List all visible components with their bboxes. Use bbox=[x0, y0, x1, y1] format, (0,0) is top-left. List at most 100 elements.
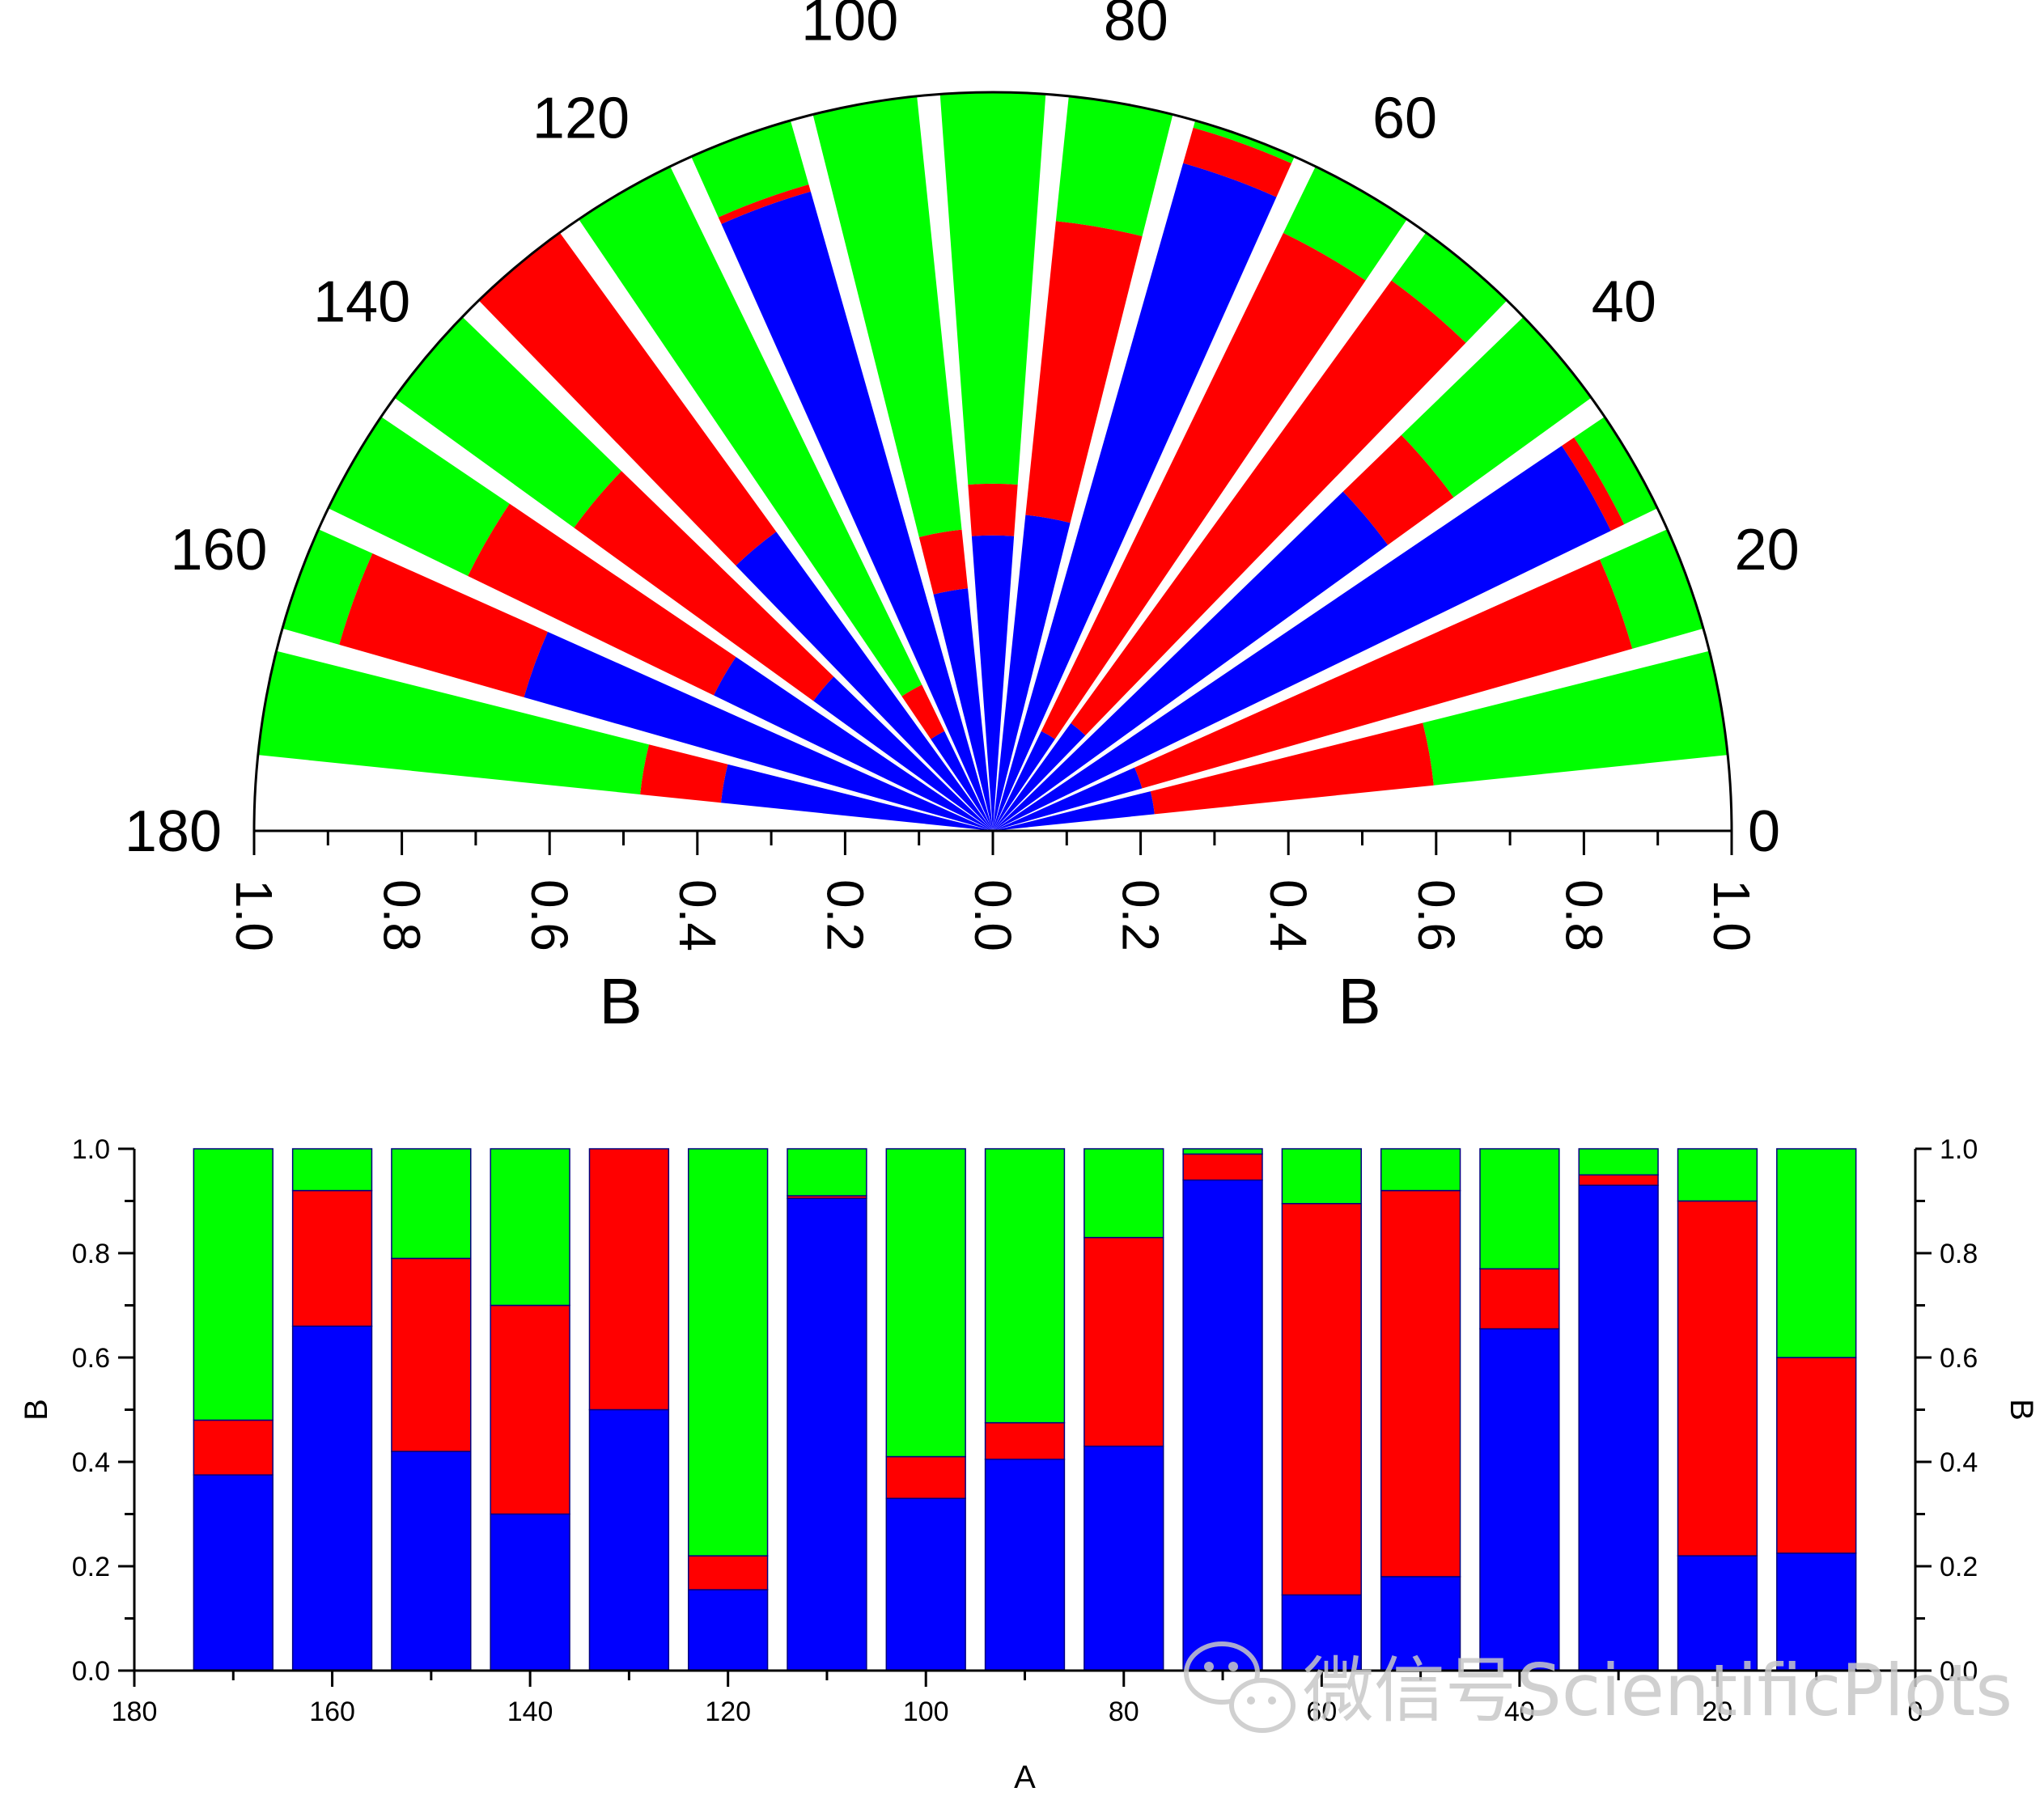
polar-segment-blue-160 bbox=[524, 631, 993, 831]
stacked-bar-chart: 180 160 140 120 100 80 60 40 20 0 0.0 0.0 0.2 0.2 0.4 0… bbox=[19, 1134, 2039, 1795]
polar-segment-blue-30 bbox=[993, 445, 1611, 831]
polar-radial-tick-label: 0.8 bbox=[373, 879, 431, 951]
polar-segment-blue-140 bbox=[813, 676, 993, 831]
polar-segment-blue-80 bbox=[993, 515, 1071, 831]
bar-segment-blue-150 bbox=[391, 1451, 472, 1671]
bar-segment-red-20 bbox=[1677, 1200, 1758, 1557]
polar-axes bbox=[252, 91, 1733, 855]
bar-segment-red-50 bbox=[1380, 1189, 1461, 1578]
bar-x-tick-label-80: 80 bbox=[1109, 1696, 1139, 1727]
bar-rects bbox=[193, 1148, 1857, 1671]
bar-x-tick-label-40: 40 bbox=[1504, 1696, 1535, 1727]
watermark-text: 微信号ScientificPlots bbox=[1303, 1649, 2012, 1732]
bar-segment-red-40 bbox=[1479, 1268, 1560, 1330]
bar-y-tick-label-left: 1.0 bbox=[72, 1134, 110, 1165]
bar-y-tick-label-right: 0.2 bbox=[1940, 1552, 1978, 1582]
bar-segment-green-160 bbox=[291, 1148, 373, 1192]
polar-outer-arc bbox=[252, 91, 1733, 832]
polar-segment-green-160 bbox=[282, 529, 373, 645]
polar-radial-tick-label: 0.6 bbox=[1407, 879, 1465, 951]
polar-segment-red-160 bbox=[339, 553, 548, 697]
polar-segment-green-70 bbox=[1193, 120, 1295, 163]
polar-angle-label-0: 0 bbox=[1748, 799, 1780, 864]
bar-y-tick-label-right: 0.4 bbox=[1940, 1447, 1978, 1478]
bar-labels: 180 160 140 120 100 80 60 40 20 0 0.0 0.0 0.2 0.2 0.4 0… bbox=[19, 1134, 2039, 1795]
polar-segment-red-80 bbox=[1025, 221, 1143, 523]
bar-segment-green-60 bbox=[1281, 1148, 1362, 1205]
polar-radial-tick-label: 0.4 bbox=[668, 879, 727, 951]
polar-segment-blue-150 bbox=[714, 657, 993, 831]
polar-segment-red-20 bbox=[1134, 559, 1633, 789]
bar-segment-blue-90 bbox=[984, 1459, 1066, 1671]
polar-segment-red-120 bbox=[901, 684, 945, 739]
polar-radial-tick-label: 1.0 bbox=[225, 879, 283, 951]
polar-segment-green-40 bbox=[1401, 316, 1592, 498]
bar-segment-green-90 bbox=[984, 1148, 1066, 1424]
polar-segment-blue-170 bbox=[720, 764, 993, 831]
polar-segment-green-80 bbox=[1055, 95, 1173, 237]
polar-segment-green-30 bbox=[1574, 417, 1658, 525]
bar-segment-green-170 bbox=[193, 1148, 274, 1421]
bar-segment-green-120 bbox=[688, 1148, 769, 1557]
bar-x-tick-label-180: 180 bbox=[112, 1696, 158, 1727]
polar-segment-red-150 bbox=[468, 503, 736, 696]
bar-segment-blue-10 bbox=[1776, 1552, 1857, 1671]
bar-segment-blue-20 bbox=[1677, 1555, 1758, 1671]
bar-segment-blue-30 bbox=[1578, 1184, 1659, 1671]
bar-y-tick-label-right: 1.0 bbox=[1940, 1134, 1978, 1165]
bar-y-tick-label-left: 0.4 bbox=[72, 1447, 110, 1478]
bar-x-tick-label-100: 100 bbox=[903, 1696, 949, 1727]
bar-segment-green-100 bbox=[885, 1148, 966, 1458]
bar-segment-green-110 bbox=[787, 1148, 867, 1197]
bar-segment-green-150 bbox=[391, 1148, 472, 1260]
polar-radial-title-right: B bbox=[1338, 965, 1380, 1037]
bar-segment-red-130 bbox=[588, 1148, 670, 1411]
bar-x-tick-label-0: 0 bbox=[1908, 1696, 1923, 1727]
polar-radial-tick-label: 0.6 bbox=[520, 879, 579, 951]
polar-segment-green-140 bbox=[394, 316, 622, 528]
polar-segment-green-150 bbox=[328, 417, 510, 576]
bar-y-tick-label-right: 0.0 bbox=[1940, 1656, 1978, 1687]
polar-segment-blue-20 bbox=[993, 767, 1143, 831]
wechat-icon bbox=[1184, 1641, 1296, 1733]
polar-segment-green-10 bbox=[1423, 650, 1728, 786]
polar-segment-red-60 bbox=[1041, 232, 1366, 739]
bar-segment-blue-40 bbox=[1479, 1328, 1560, 1671]
bar-y-axis-title-right: B bbox=[2004, 1399, 2039, 1421]
polar-segment-red-140 bbox=[574, 471, 834, 701]
bar-segment-blue-130 bbox=[588, 1408, 670, 1671]
polar-angle-label-60: 60 bbox=[1372, 86, 1437, 150]
polar-segment-red-50 bbox=[1071, 280, 1466, 735]
bar-segment-blue-70 bbox=[1182, 1179, 1263, 1671]
polar-segment-green-50 bbox=[1391, 232, 1508, 343]
polar-segment-red-110 bbox=[718, 184, 811, 224]
bar-segment-red-10 bbox=[1776, 1357, 1857, 1554]
bar-x-tick-label-120: 120 bbox=[705, 1696, 751, 1727]
polar-angle-label-40: 40 bbox=[1592, 270, 1656, 335]
bar-segment-blue-170 bbox=[193, 1474, 274, 1671]
polar-segment-red-90 bbox=[968, 483, 1018, 536]
polar-segment-red-130 bbox=[478, 232, 777, 566]
polar-radial-tick-label: 0.4 bbox=[1259, 879, 1317, 951]
bar-segment-red-60 bbox=[1281, 1202, 1362, 1596]
bar-segment-blue-110 bbox=[787, 1197, 867, 1671]
polar-angle-label-140: 140 bbox=[313, 270, 410, 335]
polar-segment-red-40 bbox=[1342, 434, 1454, 545]
bar-segment-blue-160 bbox=[291, 1325, 373, 1671]
polar-segment-green-20 bbox=[1600, 529, 1704, 649]
bar-segment-blue-120 bbox=[688, 1589, 769, 1671]
polar-radial-tick-label: 0.2 bbox=[1112, 879, 1170, 951]
bar-segment-green-30 bbox=[1578, 1148, 1659, 1175]
bar-y-tick-label-right: 0.6 bbox=[1940, 1343, 1978, 1374]
bar-segment-green-10 bbox=[1776, 1148, 1857, 1358]
bar-segment-red-160 bbox=[291, 1189, 373, 1328]
polar-segment-green-90 bbox=[939, 91, 1046, 485]
polar-angle-label-120: 120 bbox=[532, 86, 630, 150]
polar-angle-label-20: 20 bbox=[1735, 518, 1800, 582]
polar-segment-red-10 bbox=[1150, 722, 1434, 815]
polar-radial-title-left: B bbox=[599, 965, 642, 1037]
polar-segment-blue-110 bbox=[721, 191, 993, 831]
